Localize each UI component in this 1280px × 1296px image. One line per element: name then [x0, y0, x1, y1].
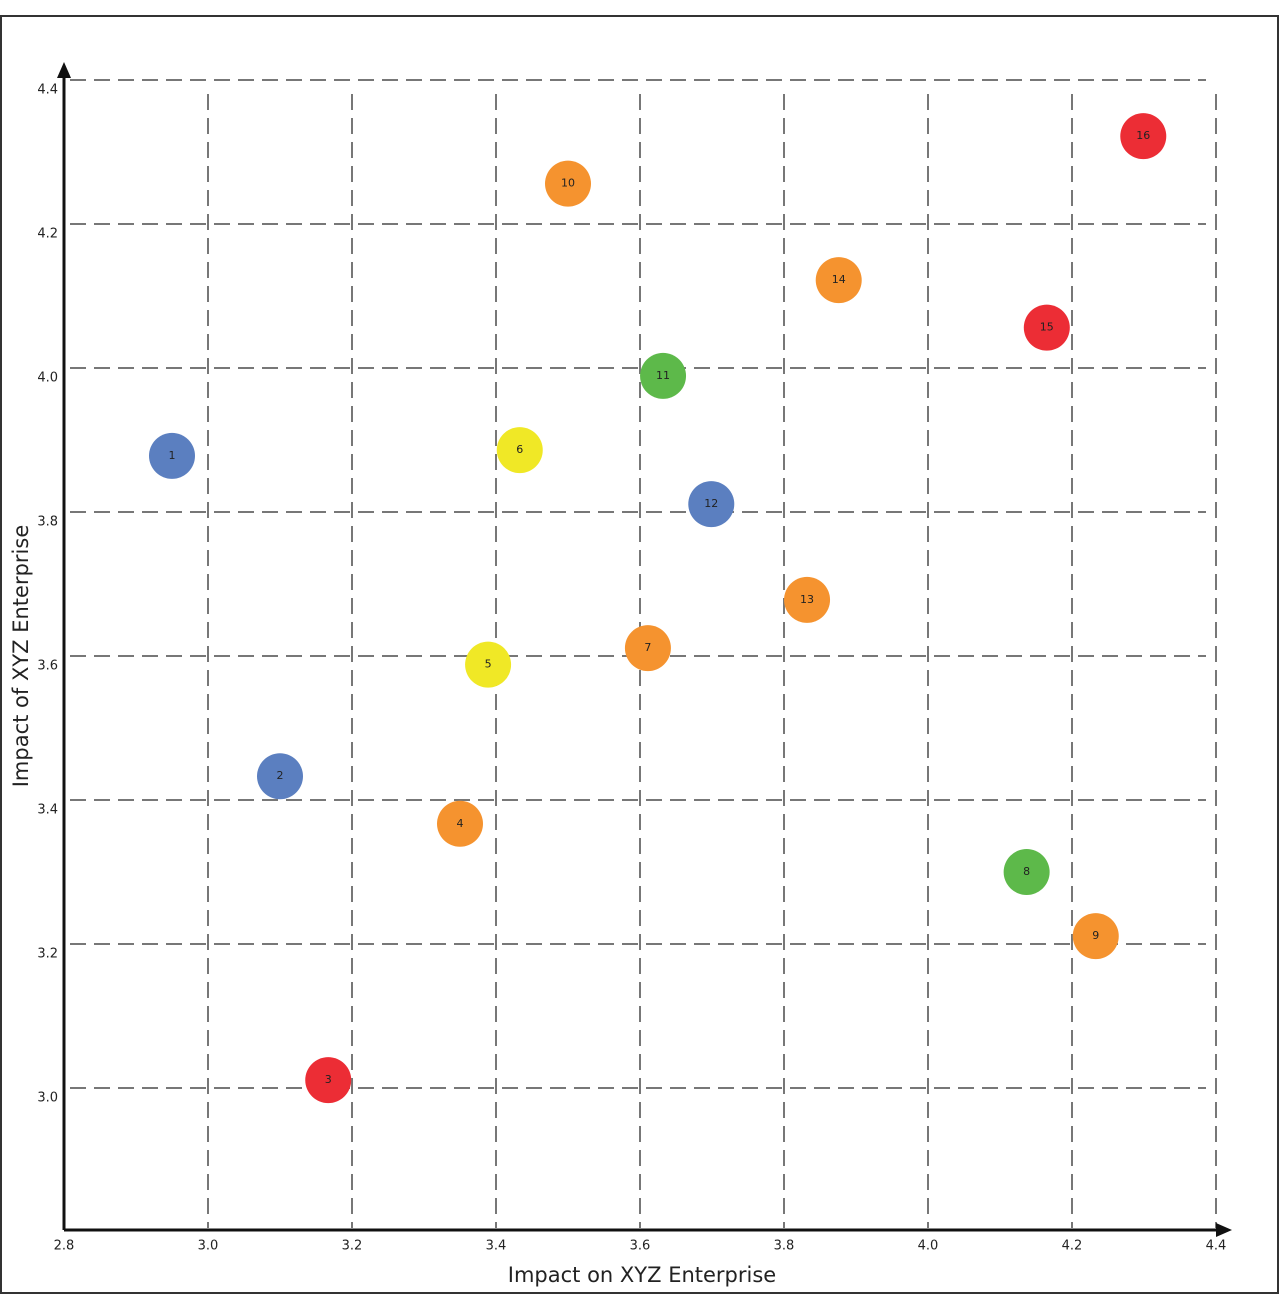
x-tick-label: 2.8: [54, 1239, 75, 1254]
y-tick-label: 3.8: [37, 515, 58, 530]
point: [1023, 304, 1070, 351]
point-label: 8: [1023, 865, 1030, 878]
point-label: 13: [800, 593, 814, 606]
y-tick-label: 3.0: [37, 1091, 58, 1106]
x-tick-label: 4.4: [1206, 1239, 1227, 1254]
x-axis-arrow: [1216, 1223, 1232, 1237]
point: [437, 800, 483, 847]
point: [624, 625, 671, 672]
point: [545, 160, 591, 207]
point-label: 16: [1136, 129, 1150, 142]
point-label: 15: [1040, 321, 1054, 334]
y-tick-label: 3.2: [37, 947, 58, 962]
point: [640, 352, 687, 399]
point: [1003, 849, 1050, 895]
point: [1120, 113, 1167, 160]
point: [784, 576, 831, 623]
frame: [0, 15, 1279, 1294]
x-tick-label: 3.4: [486, 1239, 507, 1254]
point-label: 10: [561, 177, 575, 190]
point: [257, 753, 303, 800]
x-tick-label: 3.2: [342, 1239, 363, 1254]
point-label: 1: [169, 449, 176, 462]
point: [1072, 913, 1119, 960]
x-tick-label: 4.0: [918, 1239, 939, 1254]
point: [815, 257, 862, 304]
point-label: 11: [656, 369, 670, 382]
x-tick-label: 3.6: [630, 1239, 651, 1254]
y-tick-label: 3.6: [37, 659, 58, 674]
y-tick-label: 4.2: [37, 227, 58, 242]
point-label: 12: [704, 497, 718, 510]
point: [305, 1057, 352, 1104]
x-tick-label: 3.0: [198, 1239, 219, 1254]
grid: [70, 79, 1217, 1228]
point: [149, 432, 195, 479]
point-label: 4: [457, 817, 464, 830]
point-label: 2: [277, 769, 284, 782]
y-tick-label: 4.4: [37, 83, 58, 98]
point-label: 14: [832, 273, 846, 286]
y-axis-arrow: [57, 62, 71, 78]
y-tick-label: 4.0: [37, 371, 58, 386]
x-tick-label: 4.2: [1062, 1239, 1083, 1254]
y-tick-label: 3.4: [37, 803, 58, 818]
point-label: 6: [516, 443, 523, 456]
point: [465, 641, 512, 688]
point-label: 3: [325, 1073, 332, 1086]
y-axis-title: Impact of XYZ Enterprise: [9, 525, 33, 788]
point: [688, 481, 735, 528]
point: [496, 427, 543, 474]
x-axis-title: Impact on XYZ Enterprise: [508, 1263, 776, 1287]
x-tick-label: 3.8: [774, 1239, 795, 1254]
point-label: 9: [1092, 929, 1099, 942]
point-label: 5: [485, 658, 492, 671]
point-label: 7: [644, 641, 651, 654]
